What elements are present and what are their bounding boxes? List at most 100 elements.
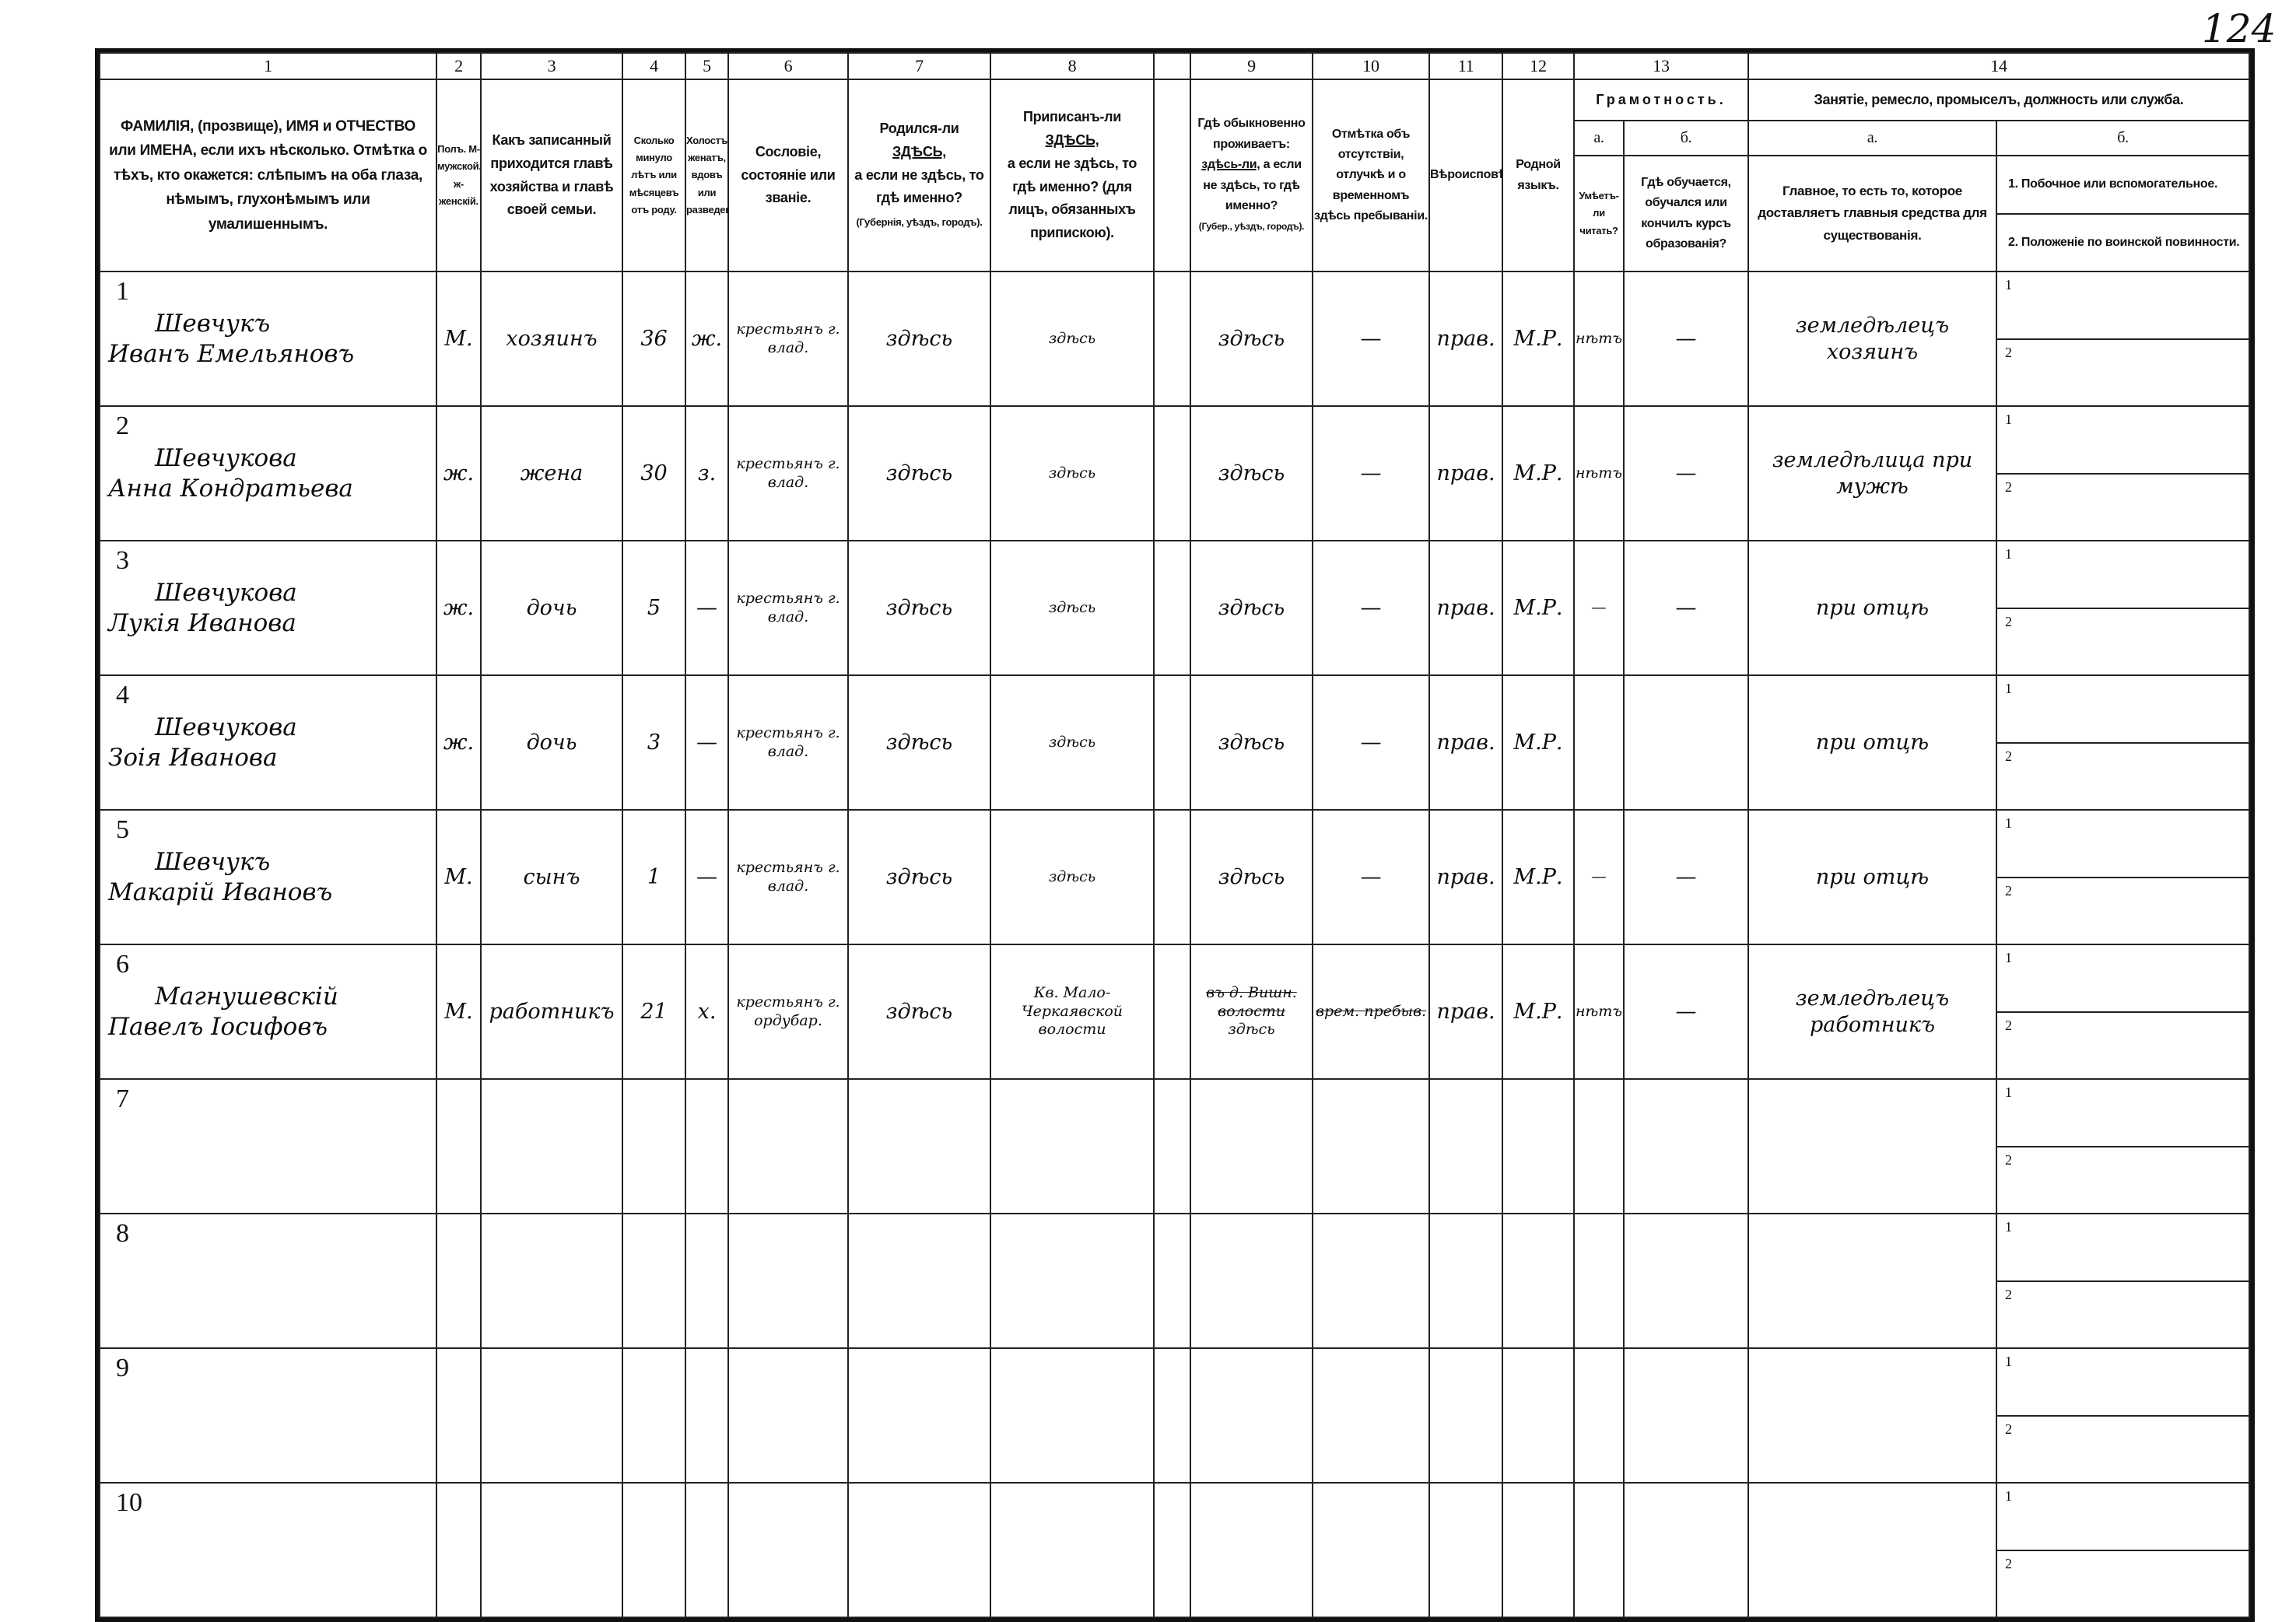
registered-cell[interactable]: здѣсь bbox=[990, 540, 1155, 676]
birthplace-cell[interactable]: здѣсь bbox=[847, 944, 991, 1080]
residence-cell[interactable]: въ д. Вишн. волости здѣсь bbox=[1190, 944, 1313, 1080]
marital-cell[interactable] bbox=[685, 1078, 729, 1214]
secondary-occupation-cell[interactable]: 1 bbox=[1998, 1484, 2248, 1550]
relation-cell[interactable]: жена bbox=[480, 405, 623, 541]
secondary-occupation-cell[interactable]: 1 bbox=[1998, 946, 2248, 1011]
age-cell[interactable] bbox=[622, 1347, 686, 1484]
education-cell[interactable] bbox=[1623, 1482, 1749, 1618]
military-status-cell[interactable]: 2 bbox=[1998, 876, 2248, 944]
absence-cell[interactable] bbox=[1312, 1482, 1430, 1618]
residence-cell[interactable]: здѣсь bbox=[1190, 271, 1313, 407]
religion-cell[interactable]: прав. bbox=[1428, 809, 1503, 945]
name-cell[interactable]: 8 bbox=[99, 1213, 437, 1349]
estate-cell[interactable]: крестьянъ г. влад. bbox=[727, 271, 849, 407]
military-status-cell[interactable]: 2 bbox=[1998, 1011, 2248, 1078]
language-cell[interactable]: М.Р. bbox=[1502, 405, 1575, 541]
residence-cell[interactable]: здѣсь bbox=[1190, 674, 1313, 811]
can-read-cell[interactable]: нѣтъ bbox=[1573, 405, 1625, 541]
sex-cell[interactable]: ж. bbox=[436, 674, 482, 811]
military-status-cell[interactable]: 2 bbox=[1998, 1549, 2248, 1617]
secondary-occupation-cell[interactable]: 1 bbox=[1998, 1081, 2248, 1146]
absence-cell[interactable] bbox=[1312, 1347, 1430, 1484]
religion-cell[interactable]: прав. bbox=[1428, 405, 1503, 541]
registered-cell[interactable]: здѣсь bbox=[990, 674, 1155, 811]
language-cell[interactable]: М.Р. bbox=[1502, 809, 1575, 945]
age-cell[interactable] bbox=[622, 1213, 686, 1349]
can-read-cell[interactable] bbox=[1573, 1078, 1625, 1214]
name-cell[interactable]: 6 Магнушевскій Павелъ Іосифовъ bbox=[99, 944, 437, 1080]
absence-cell[interactable] bbox=[1312, 1213, 1430, 1349]
military-status-cell[interactable]: 2 bbox=[1998, 741, 2248, 809]
marital-cell[interactable]: — bbox=[685, 540, 729, 676]
marital-cell[interactable]: — bbox=[685, 674, 729, 811]
marital-cell[interactable]: х. bbox=[685, 944, 729, 1080]
education-cell[interactable]: — bbox=[1623, 540, 1749, 676]
language-cell[interactable] bbox=[1502, 1482, 1575, 1618]
absence-cell[interactable]: — bbox=[1312, 674, 1430, 811]
registered-cell[interactable]: здѣсь bbox=[990, 271, 1155, 407]
birthplace-cell[interactable] bbox=[847, 1213, 991, 1349]
secondary-occupation-cell[interactable]: 1 bbox=[1998, 273, 2248, 338]
birthplace-cell[interactable]: здѣсь bbox=[847, 540, 991, 676]
religion-cell[interactable]: прав. bbox=[1428, 271, 1503, 407]
occupation-cell[interactable] bbox=[1747, 1482, 1997, 1618]
can-read-cell[interactable] bbox=[1573, 1213, 1625, 1349]
name-cell[interactable]: 7 bbox=[99, 1078, 437, 1214]
residence-cell[interactable]: здѣсь bbox=[1190, 405, 1313, 541]
sex-cell[interactable]: ж. bbox=[436, 540, 482, 676]
religion-cell[interactable]: прав. bbox=[1428, 944, 1503, 1080]
education-cell[interactable]: — bbox=[1623, 271, 1749, 407]
military-status-cell[interactable]: 2 bbox=[1998, 1145, 2248, 1213]
birthplace-cell[interactable]: здѣсь bbox=[847, 271, 991, 407]
age-cell[interactable]: 1 bbox=[622, 809, 686, 945]
relation-cell[interactable] bbox=[480, 1078, 623, 1214]
military-status-cell[interactable]: 2 bbox=[1998, 1280, 2248, 1347]
military-status-cell[interactable]: 2 bbox=[1998, 607, 2248, 674]
age-cell[interactable]: 30 bbox=[622, 405, 686, 541]
can-read-cell[interactable]: — bbox=[1573, 809, 1625, 945]
marital-cell[interactable] bbox=[685, 1213, 729, 1349]
can-read-cell[interactable] bbox=[1573, 1482, 1625, 1618]
education-cell[interactable] bbox=[1623, 1078, 1749, 1214]
absence-cell[interactable]: — bbox=[1312, 540, 1430, 676]
estate-cell[interactable]: крестьянъ г. влад. bbox=[727, 540, 849, 676]
marital-cell[interactable] bbox=[685, 1347, 729, 1484]
residence-cell[interactable] bbox=[1190, 1213, 1313, 1349]
military-status-cell[interactable]: 2 bbox=[1998, 338, 2248, 405]
language-cell[interactable] bbox=[1502, 1213, 1575, 1349]
birthplace-cell[interactable]: здѣсь bbox=[847, 674, 991, 811]
residence-cell[interactable] bbox=[1190, 1347, 1313, 1484]
education-cell[interactable]: — bbox=[1623, 944, 1749, 1080]
estate-cell[interactable]: крестьянъ г. влад. bbox=[727, 405, 849, 541]
age-cell[interactable]: 21 bbox=[622, 944, 686, 1080]
registered-cell[interactable] bbox=[990, 1078, 1155, 1214]
language-cell[interactable] bbox=[1502, 1347, 1575, 1484]
absence-cell[interactable]: — bbox=[1312, 271, 1430, 407]
secondary-occupation-cell[interactable]: 1 bbox=[1998, 811, 2248, 877]
military-status-cell[interactable]: 2 bbox=[1998, 1414, 2248, 1482]
marital-cell[interactable]: з. bbox=[685, 405, 729, 541]
language-cell[interactable]: М.Р. bbox=[1502, 271, 1575, 407]
sex-cell[interactable] bbox=[436, 1482, 482, 1618]
sex-cell[interactable]: М. bbox=[436, 809, 482, 945]
religion-cell[interactable] bbox=[1428, 1482, 1503, 1618]
language-cell[interactable] bbox=[1502, 1078, 1575, 1214]
registered-cell[interactable]: Кв. Мало-Черкаявской волости bbox=[990, 944, 1155, 1080]
birthplace-cell[interactable] bbox=[847, 1482, 991, 1618]
residence-cell[interactable]: здѣсь bbox=[1190, 809, 1313, 945]
religion-cell[interactable]: прав. bbox=[1428, 674, 1503, 811]
relation-cell[interactable]: дочь bbox=[480, 674, 623, 811]
military-status-cell[interactable]: 2 bbox=[1998, 472, 2248, 540]
estate-cell[interactable]: крестьянъ г. ордубар. bbox=[727, 944, 849, 1080]
language-cell[interactable]: М.Р. bbox=[1502, 540, 1575, 676]
age-cell[interactable]: 36 bbox=[622, 271, 686, 407]
occupation-cell[interactable] bbox=[1747, 1078, 1997, 1214]
name-cell[interactable]: 9 bbox=[99, 1347, 437, 1484]
estate-cell[interactable]: крестьянъ г. влад. bbox=[727, 674, 849, 811]
occupation-cell[interactable]: при отцѣ bbox=[1747, 809, 1997, 945]
religion-cell[interactable] bbox=[1428, 1078, 1503, 1214]
secondary-occupation-cell[interactable]: 1 bbox=[1998, 1215, 2248, 1280]
occupation-cell[interactable]: земледѣлецъ работникъ bbox=[1747, 944, 1997, 1080]
occupation-cell[interactable]: земледѣлецъ хозяинъ bbox=[1747, 271, 1997, 407]
occupation-cell[interactable] bbox=[1747, 1347, 1997, 1484]
